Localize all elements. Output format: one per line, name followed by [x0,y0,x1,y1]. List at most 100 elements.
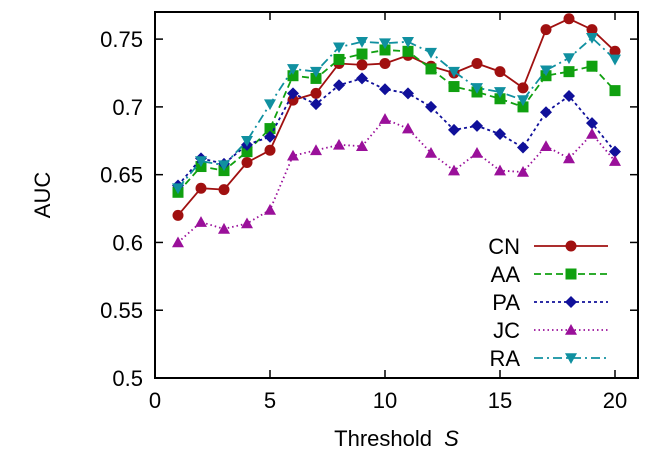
data-point-ra [195,156,207,168]
data-point-aa [448,81,460,93]
data-point-cn [241,156,253,168]
data-point-aa [425,63,437,75]
legend-label-jc: JC [493,318,520,343]
data-point-jc [379,113,391,124]
axis-ticks: 0 5 10 15 20 0.5 0.55 0.6 0.65 0.7 0.75 [100,12,638,413]
data-point-ra [218,160,230,172]
y-tick-label: 0.5 [112,366,143,391]
data-point-ra [264,99,276,111]
legend: CN AA PA JC RA [488,234,608,371]
data-point-cn [310,87,322,99]
data-point-ra [310,66,322,78]
data-point-cn [609,45,621,57]
data-point-ra [402,37,414,48]
series-line-pa [177,77,616,187]
data-point-ra [448,66,460,78]
data-point-aa [379,44,391,56]
data-point-pa [310,98,322,111]
data-point-jc [448,164,460,176]
data-point-jc [218,222,230,234]
data-point-pa [425,100,437,113]
data-point-jc [402,122,414,134]
data-point-ra [563,53,575,65]
data-point-cn [379,58,391,70]
data-point-cn [471,58,483,70]
series-ra [172,32,621,195]
data-point-ra [379,38,391,50]
x-axis-label-text: Threshold [334,426,432,451]
data-point-cn [494,66,506,78]
data-point-aa [609,85,621,97]
plot-frame [154,11,639,379]
data-point-pa [356,72,368,85]
data-point-aa [287,70,299,82]
data-point-cn [172,209,184,221]
data-point-jc [287,149,299,161]
data-point-jc [425,146,437,158]
x-tick-label: 20 [603,388,627,413]
series-line-cn [177,17,616,216]
series-layer [172,13,621,248]
data-point-ra [540,65,552,77]
y-tick-label: 0.65 [100,163,143,188]
data-point-jc [356,140,368,151]
y-axis-label: AUC [30,172,55,219]
series-jc [172,113,621,248]
series-line-ra [177,36,616,189]
legend-marker-cn [565,240,577,252]
y-tick-label: 0.75 [100,27,143,52]
data-point-pa [609,145,621,158]
series-cn [172,13,621,221]
data-point-aa [517,101,529,113]
data-point-pa [540,106,552,119]
legend-label-ra: RA [489,346,520,371]
data-point-cn [540,24,552,36]
data-point-jc [471,146,483,158]
y-tick-label: 0.6 [112,230,143,255]
legend-marker-pa [565,296,577,308]
series-aa [172,44,621,198]
data-point-aa [333,53,345,65]
data-point-ra [609,54,621,66]
data-point-pa [264,130,276,143]
data-point-aa [310,72,322,84]
data-point-jc [264,203,276,215]
data-point-ra [425,47,437,59]
data-point-jc [195,216,207,227]
data-point-ra [471,83,483,94]
data-point-ra [287,64,299,75]
data-point-cn [195,182,207,194]
data-point-pa [448,123,460,136]
data-point-pa [471,119,483,132]
data-point-cn [563,13,575,25]
legend-item-pa: PA [492,290,608,315]
data-point-ra [494,87,506,98]
legend-label-aa: AA [491,262,521,287]
data-point-ra [586,32,598,44]
data-point-aa [264,123,276,135]
data-point-cn [356,59,368,71]
data-point-aa [402,45,414,57]
data-point-ra [241,135,253,147]
data-point-jc [172,236,184,248]
data-point-cn [218,184,230,196]
data-point-ra [356,37,368,48]
data-point-jc [540,140,552,151]
data-point-aa [241,146,253,158]
data-point-pa [586,117,598,130]
x-tick-label: 0 [149,388,161,413]
legend-label-pa: PA [492,290,520,315]
data-point-cn [264,144,276,156]
data-point-jc [310,144,322,156]
legend-marker-jc [565,324,577,335]
data-point-jc [517,165,529,177]
series-pa [172,72,621,192]
data-point-pa [517,141,529,154]
data-point-pa [563,90,575,103]
data-point-jc [563,152,575,164]
data-point-aa [586,60,598,72]
x-axis-label-variable: S [444,426,459,451]
legend-marker-aa [565,268,577,280]
x-tick-label: 5 [264,388,276,413]
